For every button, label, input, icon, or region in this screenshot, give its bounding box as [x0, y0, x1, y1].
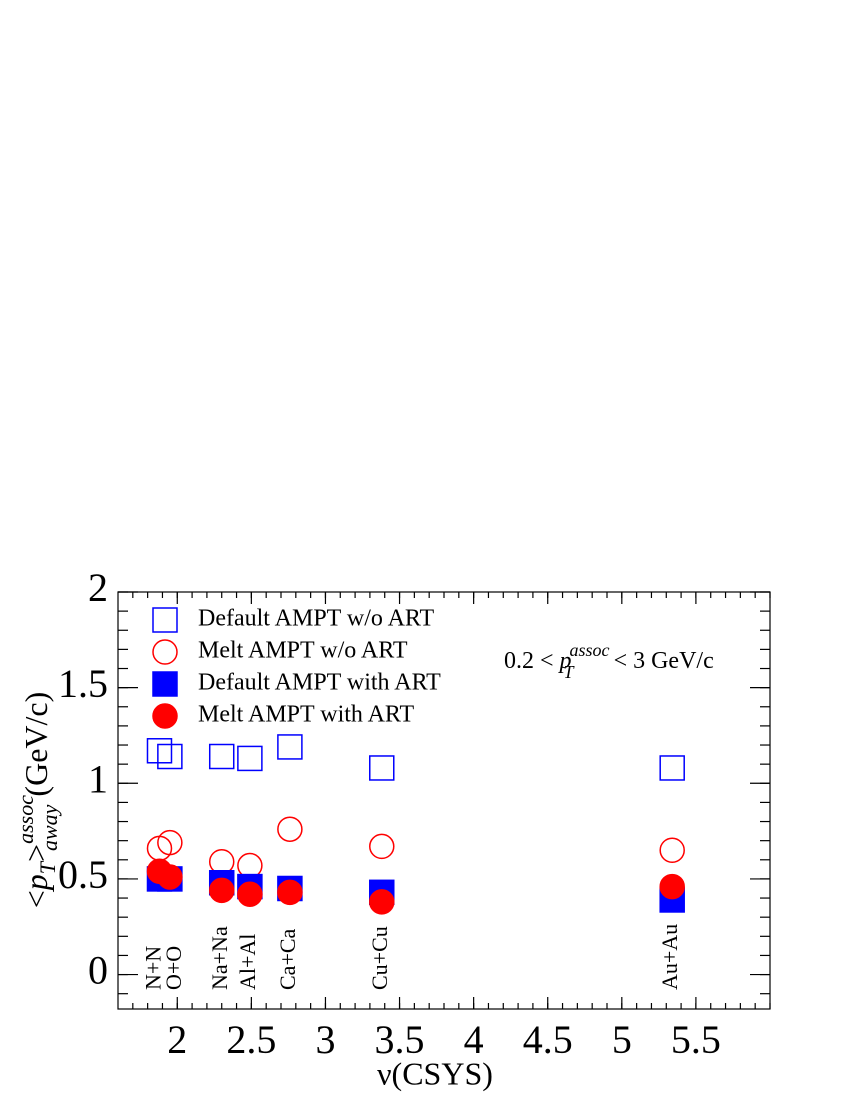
- annotation-sub: T: [564, 662, 576, 682]
- y-tick-label: 0: [88, 948, 108, 993]
- system-label: Cu+Cu: [367, 926, 392, 990]
- marker: [277, 816, 303, 842]
- y-tick-label: 1: [88, 756, 108, 801]
- marker: [208, 877, 235, 904]
- legend-label: Melt AMPT with ART: [198, 702, 414, 728]
- system-label: Ca+Ca: [275, 928, 300, 990]
- system-label: Al+Al: [235, 934, 260, 990]
- x-tick-label: 5: [612, 1017, 632, 1062]
- x-tick-label: 3: [315, 1017, 335, 1062]
- x-tick-label: 3.5: [375, 1017, 425, 1062]
- marker: [369, 833, 395, 860]
- marker: [659, 873, 685, 900]
- marker: [277, 734, 303, 760]
- x-tick-label: 4: [464, 1017, 484, 1062]
- y-title-open: <: [18, 890, 54, 908]
- system-label: N+N: [141, 946, 166, 990]
- y-title-sup: assoc: [13, 795, 38, 844]
- annotation-sup: assoc: [570, 640, 610, 660]
- legend-marker: [152, 703, 178, 729]
- marker: [157, 864, 183, 890]
- marker: [157, 743, 183, 770]
- marker: [237, 745, 263, 772]
- system-label: Na+Na: [207, 926, 232, 990]
- legend-label: Melt AMPT w/o ART: [198, 638, 408, 664]
- marker: [157, 829, 183, 856]
- marker: [208, 743, 235, 770]
- system-label: Au+Au: [657, 924, 682, 990]
- y-tick-label: 0.5: [58, 852, 108, 897]
- system-label: O+O: [161, 946, 186, 990]
- marker: [237, 881, 263, 907]
- y-tick-label: 2: [88, 565, 108, 610]
- legend-label: Default AMPT with ART: [198, 670, 441, 696]
- x-axis-title: ν(CSYS): [377, 1055, 493, 1091]
- legend-marker: [152, 607, 178, 633]
- x-tick-label: 2: [167, 1017, 187, 1062]
- annotation: 0.2 < passoc T < 3 GeV/c: [504, 640, 714, 682]
- y-title-var: p: [18, 874, 54, 892]
- annotation-after: < 3 GeV/c: [608, 648, 714, 674]
- y-title-unit: (GeV/c): [18, 692, 54, 805]
- y-tick-label: 1.5: [58, 661, 108, 706]
- y-title-sub: T: [35, 860, 60, 874]
- legend-label: Default AMPT w/o ART: [198, 606, 434, 632]
- marker: [369, 755, 395, 781]
- marker: [277, 879, 303, 906]
- marker: [146, 738, 173, 764]
- annotation-var: p: [558, 648, 572, 674]
- y-title-close: >: [18, 844, 54, 862]
- y-axis-title: <pT>assocaway (GeV/c): [13, 692, 62, 909]
- legend-marker: [152, 671, 178, 697]
- x-tick-label: 4.5: [523, 1017, 573, 1062]
- legend-marker: [152, 639, 178, 665]
- y-title-sub2: away: [37, 804, 62, 851]
- annotation-before: 0.2 <: [504, 648, 560, 674]
- marker: [369, 889, 395, 915]
- x-tick-label: 5.5: [671, 1017, 721, 1062]
- x-tick-label: 2.5: [226, 1017, 276, 1062]
- marker: [659, 837, 685, 863]
- marker: [659, 755, 685, 781]
